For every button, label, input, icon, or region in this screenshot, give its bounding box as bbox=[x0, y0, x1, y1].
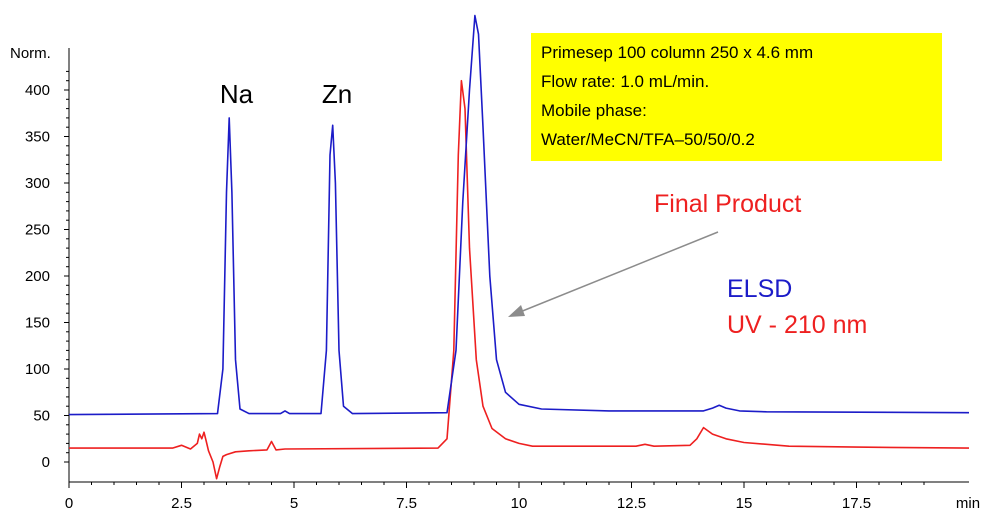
final-product-arrow bbox=[519, 231, 719, 313]
y-tick-label: 100 bbox=[25, 361, 50, 378]
x-tick-label: 2.5 bbox=[171, 495, 192, 512]
x-tick-label: 7.5 bbox=[396, 495, 417, 512]
legend-entry: ELSD bbox=[727, 275, 792, 303]
series-line-elsd bbox=[68, 14, 970, 416]
x-tick-label: 5 bbox=[290, 495, 298, 512]
y-axis-label: Norm. bbox=[10, 45, 51, 62]
peak-label-na: Na bbox=[220, 79, 254, 109]
info-box-line: Mobile phase: bbox=[541, 101, 647, 120]
chart-series-layer bbox=[68, 14, 970, 480]
x-tick-label: 0 bbox=[65, 495, 73, 512]
final-product-arrowhead bbox=[508, 305, 525, 317]
chart-annotation-layer: Na Zn Primesep 100 column 250 x 4.6 mm Flow… bbox=[220, 33, 942, 339]
chart-axes: 0 50 100 150 200 250 300 350 400 Norm. 0 2.5 5 7.5 10 1… bbox=[10, 45, 980, 512]
y-tick-label: 200 bbox=[25, 268, 50, 285]
x-tick-label: 17.5 bbox=[842, 495, 871, 512]
x-tick-label: 10 bbox=[511, 495, 528, 512]
final-product-label: Final Product bbox=[654, 190, 801, 218]
peak-label-zn: Zn bbox=[322, 79, 352, 109]
x-axis-label: min bbox=[956, 495, 980, 512]
info-box-line: Water/MeCN/TFA–50/50/0.2 bbox=[541, 130, 755, 149]
x-tick-label: 12.5 bbox=[617, 495, 646, 512]
legend-entry: UV - 210 nm bbox=[727, 311, 867, 339]
info-box bbox=[531, 33, 942, 161]
y-tick-label: 150 bbox=[25, 315, 50, 332]
info-box-line: Flow rate: 1.0 mL/min. bbox=[541, 72, 709, 91]
info-box-line: Primesep 100 column 250 x 4.6 mm bbox=[541, 43, 813, 62]
y-tick-label: 350 bbox=[25, 129, 50, 146]
y-tick-label: 250 bbox=[25, 222, 50, 239]
x-tick-label: 15 bbox=[736, 495, 753, 512]
y-tick-label: 300 bbox=[25, 175, 50, 192]
y-tick-label: 400 bbox=[25, 82, 50, 99]
y-tick-label: 50 bbox=[33, 408, 50, 425]
y-tick-label: 0 bbox=[42, 454, 50, 471]
